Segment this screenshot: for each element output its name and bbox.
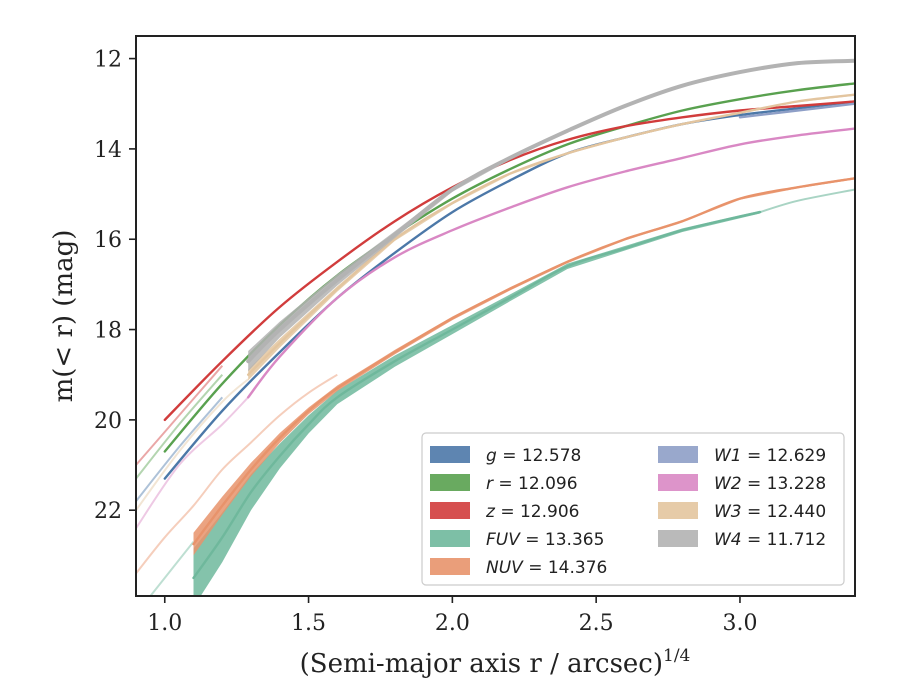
series-line	[247, 93, 855, 376]
legend-entry: W2 = 13.228	[714, 474, 826, 494]
series-line	[738, 102, 855, 119]
y-tick-label: 16	[94, 228, 122, 253]
legend-entry: r = 12.096	[486, 474, 578, 494]
legend-swatch	[430, 530, 470, 547]
x-tick-label: 2.5	[579, 611, 614, 636]
legend-swatch	[658, 474, 698, 491]
series-faint-line	[136, 374, 224, 480]
series-w2	[136, 127, 855, 529]
series-faint-line	[149, 541, 195, 596]
series-faint-line	[136, 378, 249, 511]
legend-swatch	[430, 474, 470, 491]
series-faint-line	[136, 365, 224, 466]
plot-frame	[135, 35, 856, 597]
legend-box	[421, 432, 845, 586]
legend-swatch	[658, 530, 698, 547]
series-line	[246, 58, 855, 364]
series-w3	[136, 93, 855, 511]
x-tick-label: 1.0	[147, 611, 182, 636]
y-tick-label: 18	[94, 319, 122, 344]
legend-swatch	[658, 446, 698, 463]
legend-swatch	[430, 502, 470, 519]
series-nuv	[136, 177, 855, 575]
y-axis: 12 14 16 18 20 22	[94, 48, 136, 524]
legend-entry: g = 12.578	[486, 446, 581, 466]
y-axis-label: m(< r) (mag)	[49, 230, 79, 403]
series-layer	[136, 58, 855, 596]
y-tick-label: 14	[94, 138, 122, 163]
series-w4	[246, 58, 855, 372]
legend-swatch	[430, 446, 470, 463]
legend: g = 12.578 r = 12.096 z = 12.906 FUV = 13.3…	[421, 432, 845, 586]
y-tick-label: 12	[94, 48, 122, 73]
legend-swatch	[658, 502, 698, 519]
legend-entry: FUV = 13.365	[486, 530, 604, 550]
y-tick-label: 22	[94, 499, 122, 524]
series-fuv	[149, 188, 855, 596]
x-tick-label: 1.5	[291, 611, 326, 636]
legend-entry: W3 = 12.440	[714, 502, 826, 522]
x-axis-label: (Semi-major axis r / arcsec)1/4	[300, 646, 691, 679]
series-line	[192, 177, 855, 546]
x-tick-label: 2.0	[435, 611, 470, 636]
series-line	[163, 100, 855, 480]
series-tail-line	[759, 188, 855, 214]
legend-entry: NUV = 14.376	[486, 558, 607, 578]
series-line	[192, 210, 762, 580]
series-faint-line	[136, 396, 249, 529]
legend-swatch	[430, 558, 470, 575]
series-faint-line	[136, 373, 338, 575]
series-w1	[738, 102, 855, 119]
x-axis: 1.0 1.5 2.0 2.5 3.0	[147, 596, 757, 636]
series-g	[136, 100, 855, 502]
series-line	[247, 127, 855, 399]
y-tick-label: 20	[94, 409, 122, 434]
series-faint-line	[136, 396, 224, 502]
legend-entry: W1 = 12.629	[714, 446, 826, 466]
legend-entry: W4 = 11.712	[714, 530, 826, 550]
legend-entry: z = 12.906	[485, 502, 579, 522]
x-tick-label: 3.0	[722, 611, 757, 636]
